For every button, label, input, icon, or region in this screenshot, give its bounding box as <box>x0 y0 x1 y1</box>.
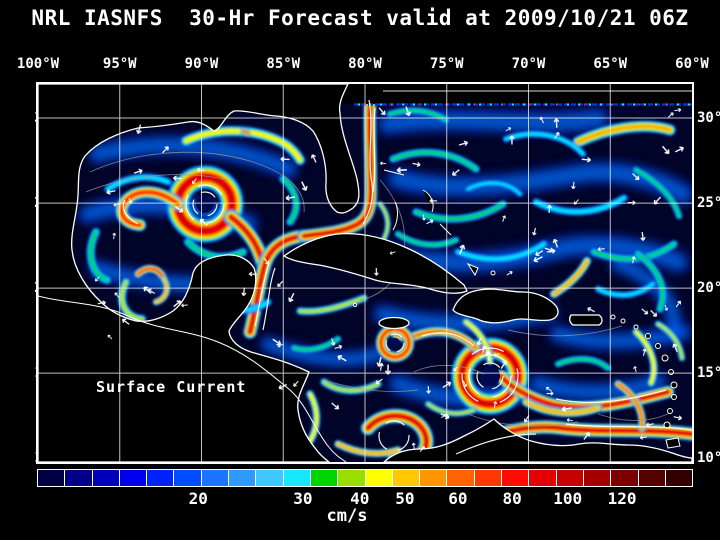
bathymetry-contours <box>85 151 673 427</box>
lon-tick-label: 65°W <box>593 56 628 72</box>
colorbar-cell <box>256 470 283 486</box>
figure-title: NRL IASNFS 30-Hr Forecast valid at 2009/… <box>31 6 689 30</box>
colorbar-cell <box>174 470 201 486</box>
no-data-band <box>338 84 692 104</box>
colorbar-cell <box>611 470 638 486</box>
puerto-rico <box>569 314 603 326</box>
jamaica <box>378 316 410 330</box>
colorbar-cell <box>119 470 147 486</box>
lon-tick-label: 80°W <box>348 56 382 72</box>
colorbar-cell <box>201 470 229 486</box>
trinidad <box>665 437 681 449</box>
pacific-coastline <box>38 295 347 462</box>
colorbar-cell <box>447 470 474 486</box>
colorbar-cell <box>365 470 392 486</box>
lon-tick-label: 100°W <box>16 56 60 72</box>
colorbar-cell <box>474 470 502 486</box>
colorbar-tick-label: 20 <box>188 489 208 508</box>
current-speed-field <box>86 99 692 462</box>
colorbar-unit: cm/s <box>326 506 368 526</box>
latitude-axis-left: 30°N25°N20°N15°N10°N <box>0 84 68 466</box>
colorbar-cell <box>92 470 119 486</box>
colorbar-cell <box>638 470 665 486</box>
map-frame: Surface Current 50 cm/s <box>36 82 694 464</box>
colorbar-tick-label: 80 <box>502 489 522 508</box>
colorbar-tick-labels: 20 30 40 50 60 80 100 120 <box>38 489 692 508</box>
colorbar-cell <box>556 470 583 486</box>
colorbar-cell <box>38 470 65 486</box>
latitude-axis-right: 30°N 25°N 20°N 15°N 10°N <box>697 84 720 466</box>
colorbar <box>37 469 693 487</box>
eddy-cores <box>196 195 500 386</box>
graticule <box>38 84 692 462</box>
colorbar-tick-label: 50 <box>395 489 415 508</box>
north-central-america <box>38 84 360 462</box>
colorbar-tick-label: 120 <box>607 489 637 508</box>
surface-current-label: Surface Current <box>96 378 247 396</box>
colorbar-cell <box>529 470 556 486</box>
lon-tick-label: 90°W <box>184 56 219 72</box>
colorbar-cell <box>283 470 310 486</box>
colorbar-cell <box>420 470 447 486</box>
colorbar-tick-label: 60 <box>448 489 468 508</box>
colorbar-cell <box>310 470 338 486</box>
hispaniola <box>452 288 559 324</box>
current-core-streamlines <box>122 99 692 455</box>
colorbar-tick-label: 100 <box>553 489 583 508</box>
colorbar-cell <box>583 470 611 486</box>
lat-tick-label: 30°N <box>697 110 720 127</box>
colorbar-cell <box>65 470 92 486</box>
colorbar-tick-label: 40 <box>350 489 370 508</box>
lat-tick-label: 15°N <box>697 365 720 382</box>
lon-tick-label: 60°W <box>675 56 709 72</box>
colorbar-cell <box>392 470 420 486</box>
longitude-axis: 100°W 95°W 90°W 85°W 80°W 75°W 70°W 65°W 60°W <box>17 56 709 76</box>
colorbar-tick-label: 30 <box>293 489 313 508</box>
lon-tick-label: 95°W <box>102 56 137 72</box>
cuba <box>283 232 468 294</box>
colorbar-cell <box>229 470 256 486</box>
lon-tick-label: 85°W <box>266 56 301 72</box>
lat-tick-label: 25°N <box>697 195 720 212</box>
lon-tick-label: 70°W <box>511 56 546 72</box>
colorbar-cell <box>502 470 529 486</box>
colorbar-cell <box>665 470 693 486</box>
colorbar-cell <box>147 470 174 486</box>
current-map <box>38 84 692 462</box>
colorbar-cell <box>338 470 365 486</box>
lat-tick-label: 20°N <box>697 280 720 297</box>
lat-tick-label: 10°N <box>697 449 720 466</box>
lon-tick-label: 75°W <box>429 56 464 72</box>
